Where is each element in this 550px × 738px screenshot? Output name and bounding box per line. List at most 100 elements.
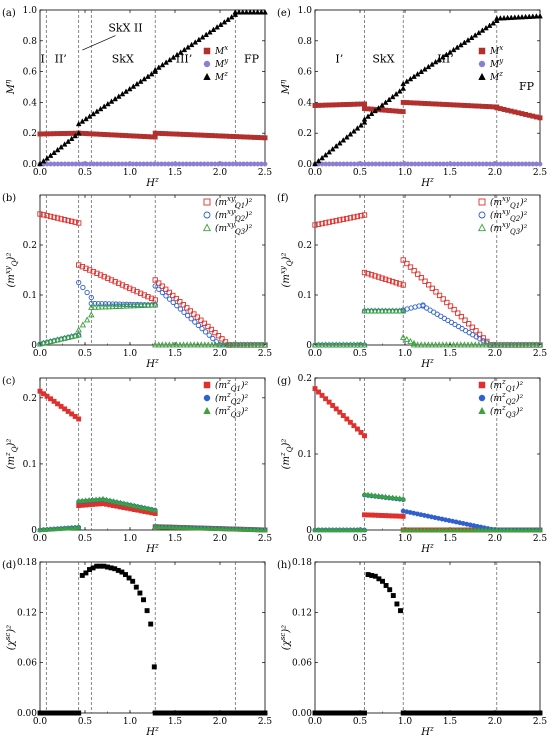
data-point bbox=[219, 525, 226, 531]
panel-label: (b) bbox=[2, 193, 16, 204]
data-point bbox=[205, 525, 212, 531]
x-tick-label: 2.5 bbox=[533, 717, 548, 727]
data-point bbox=[191, 311, 197, 317]
data-point bbox=[407, 337, 414, 344]
data-point bbox=[103, 496, 110, 502]
panel-label: (a) bbox=[2, 8, 16, 19]
data-point bbox=[396, 495, 403, 501]
data-point bbox=[522, 526, 529, 533]
data-point bbox=[312, 222, 318, 228]
data-point bbox=[116, 302, 123, 309]
phase-label: FP bbox=[519, 80, 535, 93]
legend-label: Mz bbox=[489, 70, 503, 83]
data-point bbox=[493, 15, 500, 21]
legend-sup: xy bbox=[227, 208, 236, 216]
data-point bbox=[508, 14, 515, 20]
data-point bbox=[354, 341, 361, 348]
data-point bbox=[478, 381, 486, 389]
data-point bbox=[55, 401, 61, 407]
data-point bbox=[455, 310, 461, 316]
legend-sup: z bbox=[501, 404, 506, 412]
data-point bbox=[181, 309, 187, 315]
data-point bbox=[102, 303, 109, 310]
x-tick-label: 0.0 bbox=[33, 534, 48, 544]
data-point bbox=[375, 104, 382, 111]
data-point bbox=[337, 409, 343, 415]
y-tick-label: 0.1 bbox=[23, 460, 37, 470]
data-point bbox=[44, 526, 50, 532]
data-point bbox=[37, 388, 43, 394]
data-point bbox=[421, 341, 428, 348]
data-point bbox=[166, 523, 173, 530]
x-axis-label: Hz bbox=[420, 357, 434, 370]
y-tick-label: 0.18 bbox=[292, 558, 312, 568]
data-point bbox=[75, 130, 82, 136]
data-point bbox=[386, 96, 392, 102]
legend-entry: (mzQ2)² bbox=[203, 391, 248, 406]
data-point bbox=[361, 116, 368, 122]
data-point bbox=[461, 526, 468, 533]
data-point bbox=[98, 303, 106, 310]
data-point bbox=[205, 323, 211, 330]
y-tick-label: 0.2 bbox=[298, 374, 312, 384]
data-point bbox=[312, 526, 318, 533]
legend-tail: )² bbox=[515, 380, 524, 391]
panel-h: (h) 0.0 0.5 1.0 1.5 2.0 2.5 0.00 0.06 0.12 0.18 Hz (… bbox=[277, 558, 547, 738]
y-axis-label-text: (mzQ)² bbox=[279, 439, 294, 470]
data-point bbox=[44, 393, 50, 399]
data-point bbox=[429, 526, 435, 533]
data-point bbox=[75, 326, 82, 333]
y-axis-label-text: (χsc)² bbox=[4, 625, 17, 650]
data-point bbox=[361, 269, 368, 276]
data-point bbox=[84, 289, 90, 296]
legend-label: My bbox=[214, 57, 229, 70]
data-point bbox=[236, 9, 242, 15]
data-point bbox=[47, 337, 54, 344]
data-point bbox=[130, 578, 136, 584]
legend-label: (mzQ1)² bbox=[215, 378, 248, 393]
data-point bbox=[152, 523, 159, 529]
y-axis-label-sup: z bbox=[4, 452, 12, 457]
data-point bbox=[152, 283, 158, 289]
y-tick-label: 0.1 bbox=[298, 450, 312, 460]
data-point bbox=[258, 341, 265, 348]
series-Q1 bbox=[312, 212, 543, 348]
data-point bbox=[522, 13, 529, 20]
data-point bbox=[116, 280, 122, 286]
data-point bbox=[330, 218, 336, 225]
y-axis-label-sub: Q bbox=[286, 446, 294, 452]
series-Q1 bbox=[37, 211, 268, 348]
data-point bbox=[389, 278, 396, 285]
data-point bbox=[72, 524, 79, 530]
annotation-label: SkX II bbox=[108, 22, 142, 35]
data-point bbox=[382, 493, 389, 499]
y-tick-label: 0.6 bbox=[23, 68, 38, 78]
data-point bbox=[404, 260, 410, 267]
data-point bbox=[501, 14, 507, 21]
data-point bbox=[330, 403, 336, 408]
x-tick-label: 1.0 bbox=[123, 534, 138, 544]
data-point bbox=[212, 341, 219, 348]
data-point bbox=[244, 526, 251, 532]
data-point bbox=[137, 290, 144, 296]
panel-d: (d) 0.0 0.5 1.0 1.5 2.0 2.5 0.00 0.06 0.12 0.18 Hz (… bbox=[2, 558, 272, 738]
x-tick-label: 2.0 bbox=[488, 168, 503, 178]
data-point bbox=[94, 270, 100, 276]
data-point bbox=[148, 506, 155, 512]
data-point bbox=[469, 324, 475, 330]
legend-tail: )² bbox=[244, 210, 253, 221]
data-point bbox=[315, 157, 322, 164]
data-point bbox=[180, 302, 186, 308]
legend-sup: z bbox=[226, 391, 231, 399]
data-point bbox=[372, 107, 378, 114]
data-point bbox=[169, 341, 177, 348]
data-point bbox=[529, 341, 536, 348]
legend-label: Mx bbox=[489, 44, 503, 57]
data-point bbox=[141, 597, 146, 603]
x-tick-label: 2.5 bbox=[258, 168, 273, 178]
series-Q3 bbox=[37, 495, 268, 533]
data-point bbox=[504, 526, 511, 533]
data-point bbox=[490, 341, 497, 348]
x-tick-label: 2.0 bbox=[488, 717, 503, 727]
panel-e: (e) 0.0 0.5 1.0 1.5 2.0 2.5 0.0 0.2 0.4 0.6 0.8 1.0 H… bbox=[277, 6, 547, 189]
